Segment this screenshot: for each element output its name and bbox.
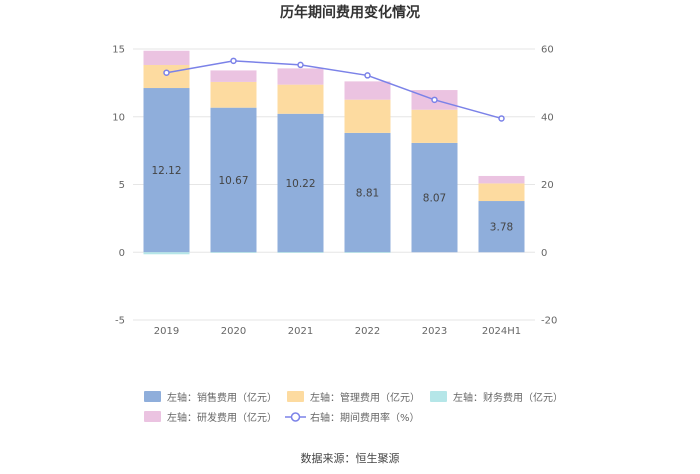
y-left-tick-label: 5 bbox=[119, 180, 125, 191]
source-note: 数据来源：恒生聚源 bbox=[301, 451, 400, 465]
legend-swatch bbox=[144, 411, 161, 422]
data-label-layer: 12.12 10.67 10.22 8.81 8.07 3.78 bbox=[151, 165, 513, 234]
bar-data-label: 8.81 bbox=[356, 188, 379, 200]
rate-point bbox=[297, 61, 304, 69]
legend-swatch bbox=[144, 391, 161, 402]
x-tick-label: 2019 bbox=[154, 326, 179, 337]
y-right-tick-label: 60 bbox=[541, 45, 554, 56]
legend-label: 左轴：销售费用（亿元） bbox=[167, 391, 277, 404]
bar-segment bbox=[277, 68, 324, 85]
x-tick-label: 2023 bbox=[422, 326, 447, 337]
rate-point bbox=[364, 72, 371, 79]
bar-segment bbox=[478, 183, 525, 202]
y-left-tick-label: 10 bbox=[112, 112, 125, 123]
rate-point bbox=[431, 96, 438, 104]
legend[interactable]: 左轴：销售费用（亿元） 左轴：管理费用（亿元） 左轴：财务费用（亿元） 左轴：研发费用… bbox=[144, 391, 563, 424]
y-right-tick-label: -20 bbox=[541, 316, 557, 327]
bar-segment bbox=[411, 142, 458, 253]
x-tick-label: 2022 bbox=[355, 326, 380, 337]
legend-label: 左轴：财务费用（亿元） bbox=[453, 391, 563, 404]
y-right-tick-label: 0 bbox=[541, 248, 547, 259]
bar-segment bbox=[143, 252, 190, 255]
bar-segment bbox=[210, 252, 257, 253]
bar-segment bbox=[277, 252, 324, 253]
chart-title: 历年期间费用变化情况 bbox=[280, 4, 420, 21]
bar-layer bbox=[143, 50, 525, 255]
grid-lines bbox=[133, 48, 535, 321]
legend-label: 左轴：管理费用（亿元） bbox=[310, 391, 420, 404]
y-left-tick-label: 15 bbox=[112, 45, 125, 56]
bar-data-label: 10.22 bbox=[285, 178, 315, 190]
legend-label: 右轴：期间费用率（%） bbox=[310, 411, 420, 424]
rate-point bbox=[230, 57, 237, 65]
bar-segment bbox=[411, 109, 458, 143]
bar-segment bbox=[344, 99, 391, 133]
x-tick-label: 2020 bbox=[221, 326, 246, 337]
legend-label: 左轴：研发费用（亿元） bbox=[167, 411, 277, 424]
bar-data-label: 12.12 bbox=[151, 165, 181, 177]
bar-segment bbox=[277, 84, 324, 114]
bar-segment bbox=[344, 81, 391, 100]
y-left-tick-label: -5 bbox=[115, 316, 125, 327]
rate-line bbox=[166, 60, 502, 120]
bar-segment bbox=[210, 70, 257, 82]
bar-data-label: 8.07 bbox=[423, 193, 446, 205]
bar-segment bbox=[143, 88, 190, 253]
bar-segment bbox=[344, 252, 391, 253]
bar-data-label: 10.67 bbox=[218, 175, 248, 187]
bar-segment bbox=[277, 113, 324, 253]
rate-point bbox=[498, 115, 505, 122]
bar-segment bbox=[478, 201, 525, 253]
legend-swatch-marker bbox=[290, 412, 301, 422]
bar-segment bbox=[478, 175, 525, 184]
bar-segment bbox=[344, 132, 391, 253]
line-layer bbox=[163, 57, 505, 122]
x-tick-label: 2021 bbox=[288, 326, 313, 337]
bar-segment bbox=[143, 64, 190, 89]
y-right-tick-label: 20 bbox=[541, 180, 554, 191]
legend-swatch bbox=[430, 391, 447, 402]
y-right-tick-label: 40 bbox=[541, 112, 554, 123]
bar-segment bbox=[210, 107, 257, 253]
y-left-tick-label: 0 bbox=[119, 248, 125, 259]
rate-point bbox=[163, 69, 170, 76]
x-tick-label: 2024H1 bbox=[482, 326, 521, 337]
axis-layer: -5 0 5 10 15 -20 0 20 40 60 2019 2020 2021 2022 2023 20… bbox=[112, 45, 557, 338]
bar-segment bbox=[143, 50, 190, 65]
bar-data-label: 3.78 bbox=[490, 222, 513, 234]
legend-swatch bbox=[287, 391, 304, 402]
bar-segment bbox=[210, 81, 257, 108]
